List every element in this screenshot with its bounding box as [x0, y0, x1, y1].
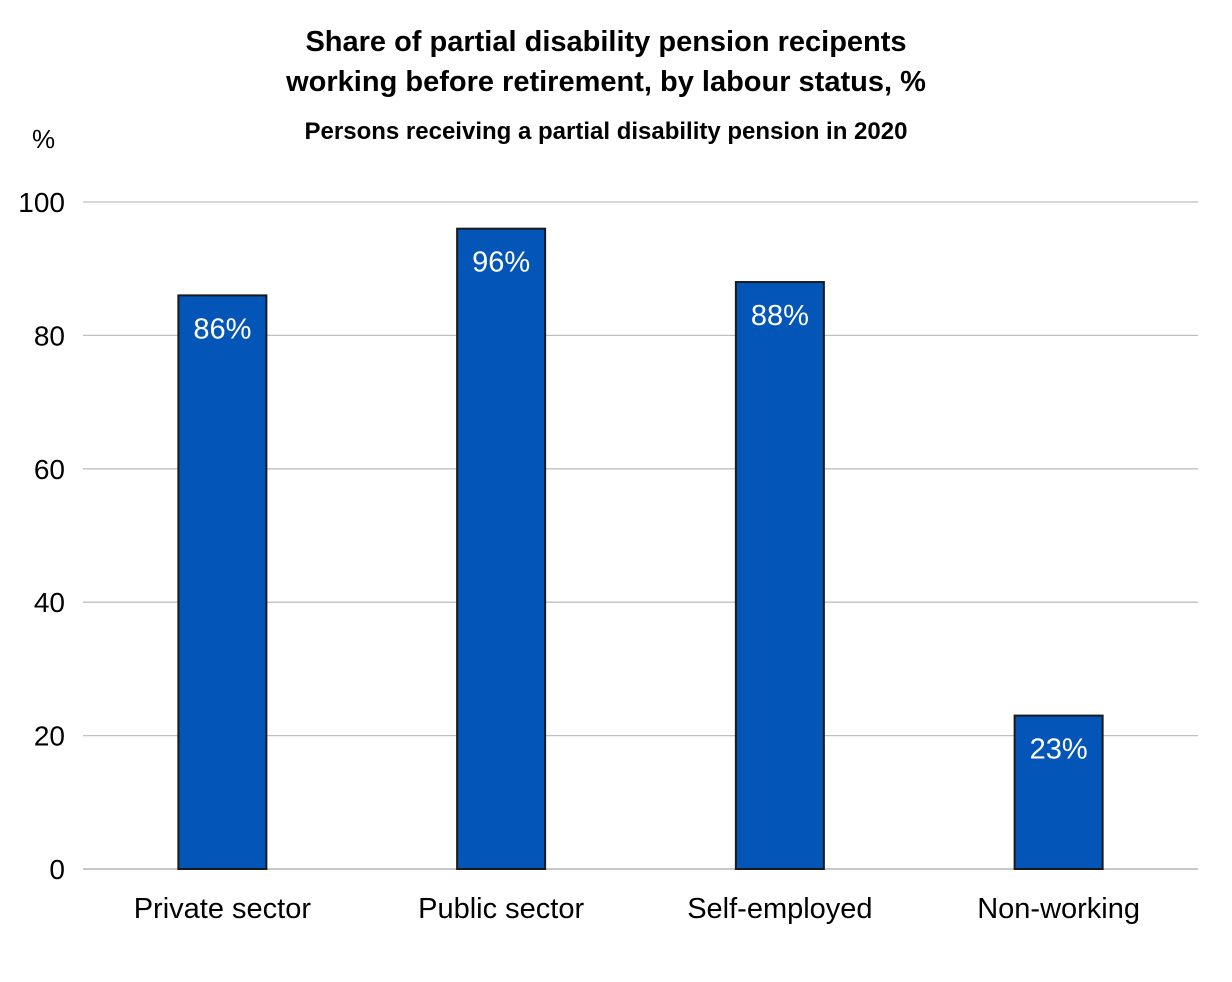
bar-self-employed: [734, 281, 825, 871]
data-label: 88%: [751, 300, 809, 332]
x-tick-label: Public sector: [418, 893, 584, 925]
y-axis-unit-label: %: [32, 124, 56, 154]
chart-title-line-2: working before retirement, by labour sta…: [286, 66, 926, 98]
y-tick-label: 60: [34, 454, 65, 485]
chart-title-line-1: Share of partial disability pension reci…: [305, 26, 907, 58]
y-tick-label: 20: [34, 721, 65, 752]
y-tick-label: 100: [18, 187, 65, 218]
data-label: 23%: [1030, 734, 1088, 766]
data-label: 86%: [193, 313, 251, 345]
y-tick-label: 80: [34, 320, 65, 351]
x-tick-label: Private sector: [134, 893, 312, 925]
data-label: 96%: [472, 247, 530, 279]
bar-non-working: [1013, 714, 1104, 871]
x-tick-label: Non-working: [977, 893, 1140, 925]
x-tick-label: Self-employed: [687, 893, 872, 925]
y-tick-label: 40: [34, 587, 65, 618]
chart-subtitle: Persons receiving a partial disability p…: [304, 118, 908, 145]
bar-public-sector: [456, 227, 547, 870]
bar-private-sector: [177, 294, 268, 870]
y-tick-label: 0: [49, 854, 65, 885]
